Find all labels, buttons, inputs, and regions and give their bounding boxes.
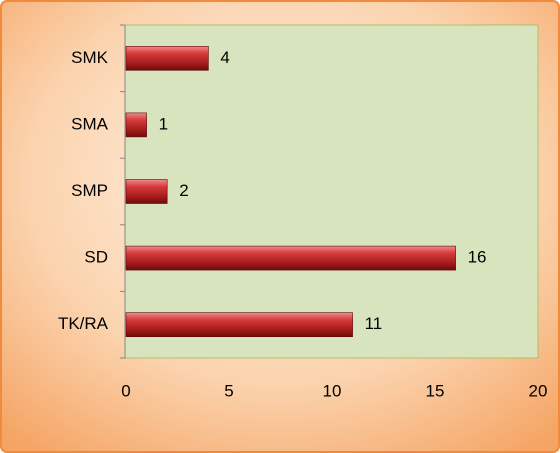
bar [125, 112, 147, 138]
value-label: 11 [365, 314, 383, 333]
y-tick-label: SMA [71, 114, 109, 133]
x-tick-label: 15 [426, 381, 445, 400]
bar [125, 179, 168, 204]
x-tick-label: 0 [121, 381, 130, 400]
value-label: 16 [468, 248, 487, 267]
value-label: 4 [220, 48, 229, 67]
x-tick-label: 20 [529, 381, 548, 400]
plot-area [124, 24, 539, 359]
value-label: 2 [179, 181, 188, 200]
bar [125, 245, 456, 271]
y-tick-label: TK/RA [58, 314, 109, 333]
x-tick-label: 10 [323, 381, 342, 400]
bar [125, 45, 209, 71]
y-tick-label: SMK [71, 48, 109, 67]
bar [125, 312, 353, 338]
y-tick-label: SD [84, 248, 108, 267]
value-label: 1 [159, 114, 168, 133]
y-tick-label: SMP [71, 181, 108, 200]
x-tick-label: 5 [224, 381, 233, 400]
